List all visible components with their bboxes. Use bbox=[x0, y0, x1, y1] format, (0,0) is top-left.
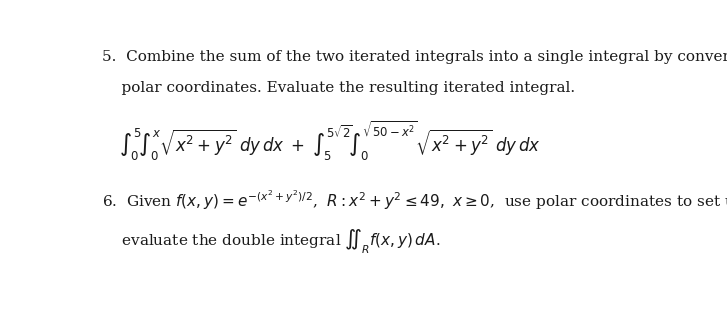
Text: evaluate the double integral $\iint_R f(x,y)\, dA$.: evaluate the double integral $\iint_R f(… bbox=[102, 227, 441, 255]
Text: polar coordinates. Evaluate the resulting iterated integral.: polar coordinates. Evaluate the resultin… bbox=[102, 82, 575, 95]
Text: $\int_0^5\!\int_0^x \sqrt{x^2+y^2}\; dy\,dx\;+\;\int_5^{5\sqrt{2}}\!\int_0^{\sqr: $\int_0^5\!\int_0^x \sqrt{x^2+y^2}\; dy\… bbox=[119, 120, 541, 163]
Text: 6.  Given $f(x,y)=e^{-(x^2+y^2)/2}$,  $R: x^2+y^2\leq 49,\ x\geq 0$,  use polar : 6. Given $f(x,y)=e^{-(x^2+y^2)/2}$, $R: … bbox=[102, 188, 727, 212]
Text: 5.  Combine the sum of the two iterated integrals into a single integral by conv: 5. Combine the sum of the two iterated i… bbox=[102, 50, 727, 64]
